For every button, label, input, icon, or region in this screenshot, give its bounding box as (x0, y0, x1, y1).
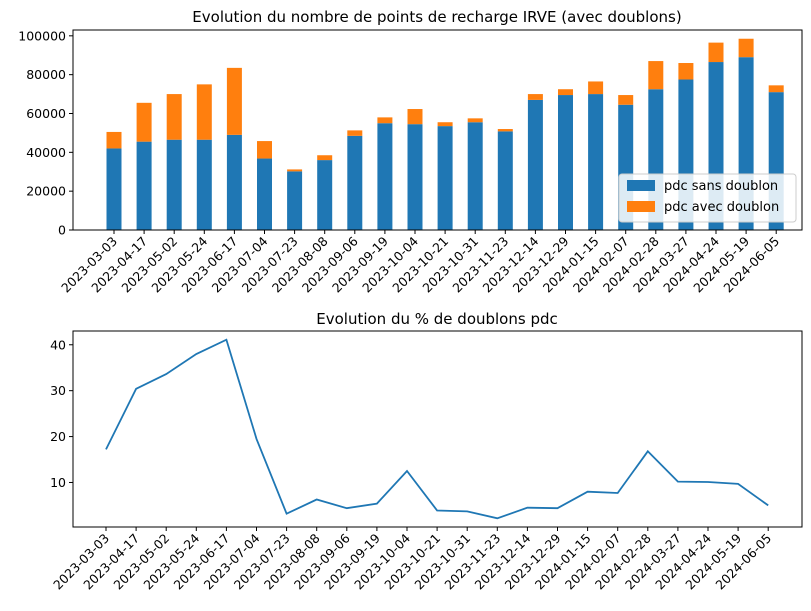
chart2-frame (72, 330, 803, 528)
bar-avec-doublon (136, 102, 152, 142)
bar-avec-doublon (648, 61, 664, 90)
bar-avec-doublon (407, 109, 423, 125)
stacked-bar-chart: Evolution du nombre de points de recharg… (18, 8, 803, 295)
bar-avec-doublon (377, 117, 393, 124)
bar-sans-doublon (588, 94, 604, 230)
y-tick-label: 10 (50, 475, 66, 490)
chart1-title: Evolution du nombre de points de recharg… (192, 8, 681, 26)
bar-avec-doublon (497, 129, 513, 132)
bar-sans-doublon (106, 148, 122, 230)
series-line (105, 338, 769, 520)
bar-sans-doublon (287, 171, 303, 230)
y-tick-label: 40000 (26, 145, 66, 160)
y-tick-label: 20 (50, 429, 66, 444)
bar-avec-doublon (618, 95, 634, 105)
bar-avec-doublon (317, 155, 333, 161)
y-tick-label: 0 (58, 223, 66, 238)
bar-avec-doublon (437, 122, 453, 127)
bar-sans-doublon (437, 126, 453, 230)
chart2-lines (105, 338, 769, 520)
y-tick-label: 40 (50, 337, 66, 352)
chart1-bars (106, 38, 784, 231)
bar-sans-doublon (467, 122, 483, 230)
bar-avec-doublon (287, 169, 303, 172)
bar-avec-doublon (738, 38, 754, 58)
bar-avec-doublon (527, 94, 543, 100)
legend-swatch (627, 180, 655, 191)
bar-avec-doublon (347, 130, 363, 136)
bar-sans-doublon (377, 123, 393, 230)
bar-sans-doublon (196, 139, 212, 230)
bar-sans-doublon (226, 134, 242, 230)
bar-sans-doublon (497, 131, 513, 230)
bar-avec-doublon (708, 42, 724, 63)
legend-label: pdc avec doublon (664, 200, 779, 215)
legend-box (618, 173, 797, 223)
bar-sans-doublon (407, 124, 423, 230)
bar-sans-doublon (558, 95, 573, 230)
chart1-y-axis: 0 20000 40000 60000 80000 100000 (18, 28, 73, 238)
y-tick-label: 100000 (18, 28, 66, 43)
bar-sans-doublon (527, 99, 543, 230)
bar-sans-doublon (317, 160, 333, 230)
bar-avec-doublon (166, 94, 182, 140)
bar-avec-doublon (588, 81, 604, 95)
chart2-y-axis: 10 20 30 40 (50, 337, 73, 490)
bar-avec-doublon (226, 67, 242, 135)
line-chart: Evolution du % de doublons pdc 10203040 … (50, 310, 803, 592)
bar-sans-doublon (347, 135, 363, 230)
y-tick-label: 60000 (26, 106, 66, 121)
y-tick-label: 80000 (26, 67, 66, 82)
bar-sans-doublon (257, 158, 272, 230)
legend-swatch (627, 201, 655, 212)
legend-label: pdc sans doublon (664, 179, 778, 194)
bar-avec-doublon (467, 118, 483, 123)
chart2-title: Evolution du % de doublons pdc (316, 310, 558, 328)
y-tick-label: 20000 (26, 184, 66, 199)
chart1-x-axis: 2023-03-032023-04-172023-05-022023-05-24… (58, 230, 782, 295)
bar-sans-doublon (136, 141, 152, 230)
bar-sans-doublon (166, 139, 182, 230)
bar-avec-doublon (257, 141, 272, 159)
chart1-frame (72, 29, 803, 231)
bar-avec-doublon (106, 131, 122, 149)
bar-avec-doublon (678, 63, 694, 80)
bar-avec-doublon (558, 89, 573, 96)
bar-avec-doublon (196, 84, 212, 140)
chart2-x-axis: 2023-03-032023-04-172023-05-022023-05-24… (50, 527, 774, 592)
chart1-legend: pdc sans doublon pdc avec doublon (618, 173, 797, 223)
y-tick-label: 30 (50, 383, 66, 398)
bar-avec-doublon (768, 85, 784, 93)
